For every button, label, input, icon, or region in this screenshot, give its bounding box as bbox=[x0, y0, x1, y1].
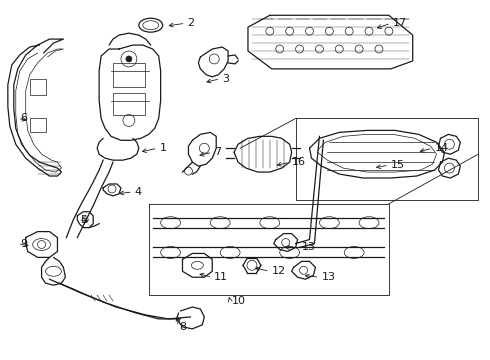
Text: 15: 15 bbox=[391, 160, 405, 170]
Text: 6: 6 bbox=[20, 113, 27, 123]
Text: 10: 10 bbox=[232, 296, 246, 306]
Text: 12: 12 bbox=[272, 266, 286, 276]
Circle shape bbox=[126, 56, 132, 62]
Text: 3: 3 bbox=[222, 74, 229, 84]
Text: 9: 9 bbox=[20, 239, 27, 248]
Text: 13: 13 bbox=[321, 272, 336, 282]
Text: 14: 14 bbox=[435, 143, 449, 153]
Text: 7: 7 bbox=[214, 147, 221, 157]
Text: 4: 4 bbox=[135, 187, 142, 197]
Text: 13: 13 bbox=[301, 243, 316, 252]
Text: 2: 2 bbox=[188, 18, 195, 28]
Text: 8: 8 bbox=[179, 322, 187, 332]
Text: 5: 5 bbox=[80, 215, 87, 225]
Text: 1: 1 bbox=[160, 143, 167, 153]
Text: 16: 16 bbox=[292, 157, 306, 167]
Text: 11: 11 bbox=[214, 272, 228, 282]
Text: 17: 17 bbox=[393, 18, 407, 28]
